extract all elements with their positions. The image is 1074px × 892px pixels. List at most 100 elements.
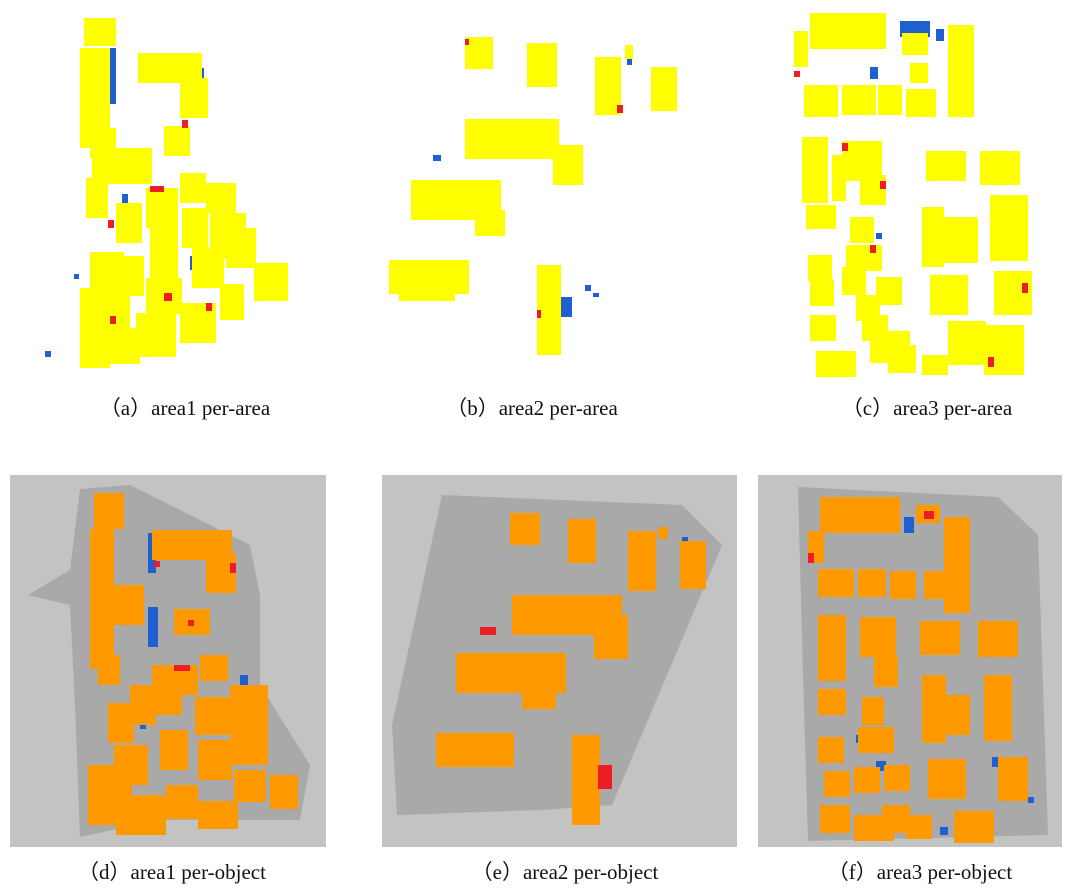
building-true-positive	[802, 137, 828, 203]
building-true-positive	[166, 785, 198, 819]
building-true-positive	[948, 25, 974, 117]
building-true-positive	[808, 255, 832, 281]
building-true-positive	[922, 355, 948, 375]
building-false-negative	[558, 297, 572, 317]
building-true-positive	[234, 770, 266, 802]
building-true-positive	[136, 313, 176, 357]
building-true-positive	[922, 207, 944, 267]
building-true-positive	[182, 208, 208, 248]
building-true-positive	[465, 119, 559, 159]
building-true-positive	[98, 655, 120, 685]
building-true-positive	[902, 33, 928, 55]
building-true-positive	[180, 173, 206, 203]
panel-a-area1-per-area	[40, 8, 330, 380]
building-map-area2-per-object	[382, 475, 737, 847]
building-true-positive	[998, 757, 1028, 801]
building-true-positive	[628, 531, 656, 591]
building-false-negative	[992, 757, 1000, 767]
building-false-negative	[904, 517, 914, 533]
building-true-positive	[510, 513, 540, 545]
building-true-positive	[858, 569, 886, 597]
building-true-positive	[990, 195, 1028, 261]
building-true-positive	[906, 815, 932, 839]
building-true-positive	[116, 203, 142, 243]
building-true-positive	[850, 217, 874, 243]
building-true-positive	[625, 45, 633, 59]
building-true-positive	[810, 280, 834, 306]
building-false-positive	[880, 181, 886, 189]
caption-panel-d: （d）area1 per-object	[78, 860, 266, 884]
building-true-positive	[399, 285, 455, 301]
building-map-area1-per-object	[10, 475, 326, 847]
building-map-area1-per-area	[45, 18, 288, 368]
building-true-positive	[160, 730, 188, 770]
building-true-positive	[906, 89, 936, 117]
building-false-positive	[164, 293, 172, 301]
building-false-positive	[598, 765, 612, 789]
building-true-positive	[108, 703, 134, 743]
building-true-positive	[858, 727, 894, 753]
building-false-positive	[108, 220, 114, 228]
building-true-positive	[832, 155, 846, 201]
building-false-positive	[842, 143, 848, 151]
building-false-negative	[585, 285, 591, 291]
building-true-positive	[842, 267, 866, 295]
building-true-positive	[254, 263, 288, 301]
true-positive-buildings	[436, 513, 706, 825]
panel-b-area2-per-area	[375, 25, 685, 355]
building-false-positive	[480, 627, 496, 635]
building-true-positive	[226, 228, 256, 268]
building-true-positive	[146, 188, 178, 228]
building-true-positive	[553, 145, 583, 185]
building-true-positive	[116, 795, 166, 835]
building-false-negative	[940, 827, 948, 835]
building-false-positive	[465, 39, 469, 45]
building-false-positive	[988, 357, 994, 367]
building-false-negative	[870, 67, 878, 79]
building-true-positive	[930, 275, 968, 315]
building-map-area3-per-object	[758, 475, 1062, 847]
building-false-positive	[150, 186, 164, 192]
building-false-negative	[876, 761, 886, 771]
building-true-positive	[104, 328, 140, 364]
true-positive-buildings	[389, 37, 677, 355]
building-true-positive	[980, 151, 1020, 185]
building-true-positive	[206, 183, 236, 213]
building-true-positive	[436, 733, 514, 767]
building-true-positive	[818, 737, 844, 763]
building-true-positive	[595, 57, 621, 115]
building-false-negative	[1028, 797, 1034, 803]
building-false-positive	[182, 120, 188, 128]
building-true-positive	[568, 519, 596, 563]
building-true-positive	[116, 256, 144, 296]
caption-panel-c: （c）area3 per-area	[841, 396, 1013, 420]
true-positive-buildings	[794, 13, 1032, 377]
building-true-positive	[130, 685, 156, 725]
building-false-positive	[794, 71, 800, 77]
building-true-positive	[920, 621, 960, 655]
building-true-positive	[180, 78, 208, 118]
building-false-positive	[174, 665, 190, 671]
building-false-negative	[593, 293, 599, 297]
building-true-positive	[860, 617, 896, 657]
building-true-positive	[824, 771, 850, 797]
building-true-positive	[878, 85, 902, 115]
building-false-negative	[433, 155, 441, 161]
building-true-positive	[820, 805, 850, 833]
building-true-positive	[890, 571, 916, 599]
building-true-positive	[200, 655, 228, 681]
building-false-positive	[206, 303, 212, 311]
caption-panel-a: （a）area1 per-area	[99, 396, 271, 420]
building-true-positive	[465, 37, 493, 69]
building-true-positive	[164, 126, 190, 156]
false-positive-buildings	[808, 511, 934, 563]
building-true-positive	[818, 689, 846, 715]
building-true-positive	[804, 85, 838, 117]
building-map-area2-per-area	[389, 37, 677, 355]
building-false-negative	[936, 29, 944, 41]
caption-panel-e: （e）area2 per-object	[471, 860, 659, 884]
true-positive-buildings	[808, 497, 1028, 843]
building-false-negative	[74, 274, 79, 279]
building-true-positive	[874, 657, 898, 687]
building-true-positive	[594, 615, 628, 659]
